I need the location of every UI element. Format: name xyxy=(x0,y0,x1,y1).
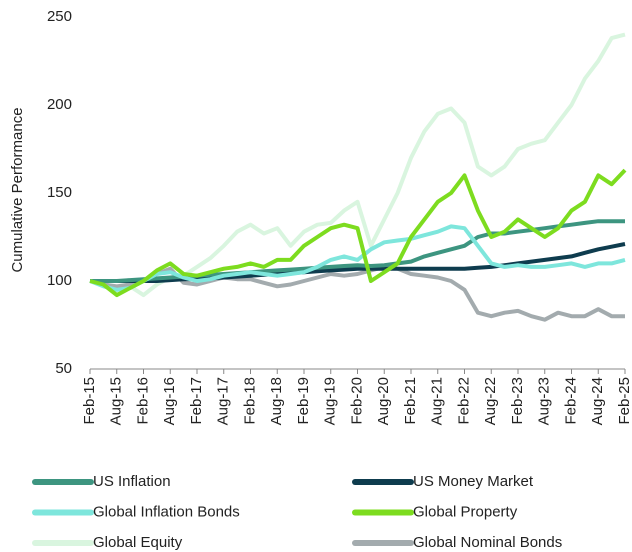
legend-label: Global Equity xyxy=(93,534,183,551)
series-line xyxy=(89,224,626,292)
x-tick-label: Aug-16 xyxy=(161,377,178,425)
legend-label: US Money Market xyxy=(413,473,534,490)
x-tick-label: Feb-19 xyxy=(295,377,312,425)
legend-label: Global Nominal Bonds xyxy=(413,534,562,551)
legend-label: US Inflation xyxy=(93,473,171,490)
legend-label: Global Inflation Bonds xyxy=(93,503,240,520)
x-tick-label: Feb-18 xyxy=(241,377,258,425)
x-tick-label: Feb-25 xyxy=(616,377,632,425)
x-tick-label: Feb-15 xyxy=(81,377,98,425)
series-line xyxy=(89,168,627,298)
legend-label: Global Property xyxy=(413,503,518,520)
x-tick-label: Aug-19 xyxy=(322,377,339,425)
series-line xyxy=(90,32,626,298)
y-axis-label: Cumulative Performance xyxy=(9,107,26,272)
x-tick-label: Aug-23 xyxy=(536,377,553,425)
x-tick-label: Aug-17 xyxy=(215,377,232,425)
x-tick-label: Aug-21 xyxy=(429,377,446,425)
series-line xyxy=(89,264,625,322)
x-tick-label: Feb-21 xyxy=(402,377,419,425)
x-tick-label: Feb-16 xyxy=(134,377,151,425)
x-tick-label: Aug-18 xyxy=(268,377,285,425)
series-line xyxy=(90,242,626,283)
x-tick-label: Aug-15 xyxy=(108,377,125,425)
x-tick-label: Aug-20 xyxy=(375,377,392,425)
y-tick-label: 100 xyxy=(47,272,72,289)
y-tick-label: 150 xyxy=(47,184,72,201)
y-tick-label: 50 xyxy=(55,360,72,377)
x-tick-label: Feb-23 xyxy=(509,377,526,425)
y-tick-label: 250 xyxy=(47,8,72,25)
x-tick-label: Feb-20 xyxy=(348,377,365,425)
x-tick-label: Aug-22 xyxy=(482,377,499,425)
x-tick-label: Aug-24 xyxy=(589,377,606,425)
x-tick-label: Feb-22 xyxy=(455,377,472,425)
x-tick-label: Feb-24 xyxy=(562,377,579,425)
y-tick-label: 200 xyxy=(47,96,72,113)
x-tick-label: Feb-17 xyxy=(188,377,205,425)
